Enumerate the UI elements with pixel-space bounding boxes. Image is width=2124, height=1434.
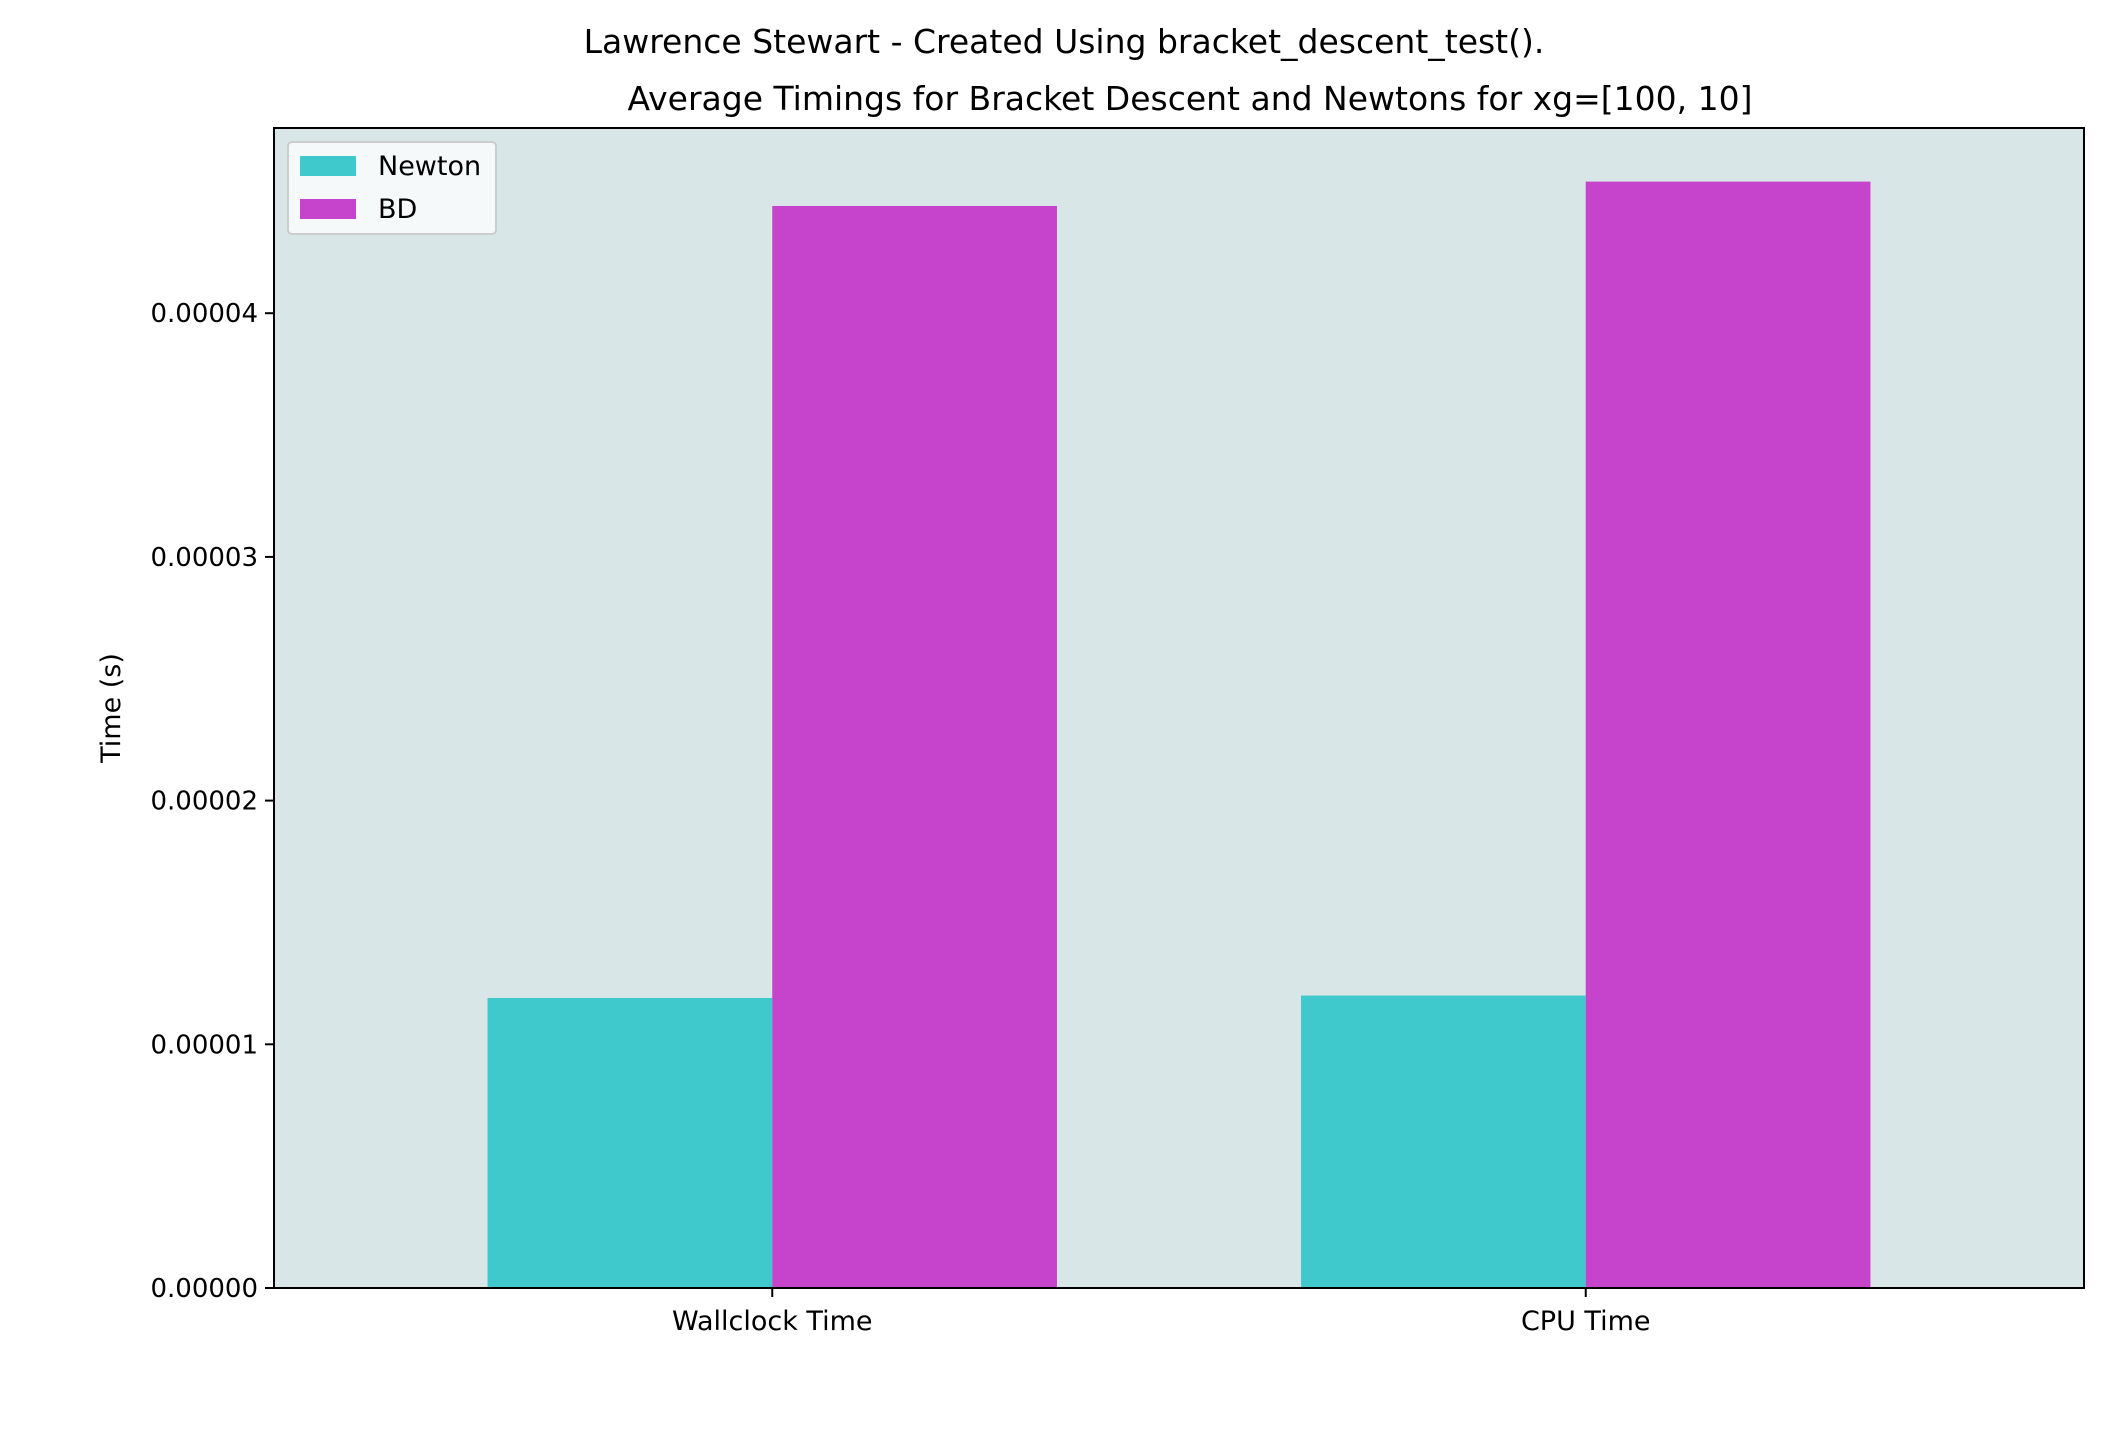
plot-frame <box>273 127 2085 1289</box>
y-tick-label: 0.00000 <box>150 1274 258 1304</box>
x-tick-label: Wallclock Time <box>672 1306 873 1337</box>
y-tick-label: 0.00001 <box>150 1030 258 1060</box>
chart-suptitle: Lawrence Stewart - Created Using bracket… <box>584 22 1545 61</box>
legend-label-bd: BD <box>378 194 417 225</box>
x-tick-label: CPU Time <box>1521 1306 1651 1337</box>
y-tick-label: 0.00003 <box>150 543 258 573</box>
y-axis: 0.00000 0.00001 0.00002 0.00003 0.00004 <box>150 299 274 1304</box>
bar-newton-2 <box>1301 995 1586 1288</box>
y-axis-label: Time (s) <box>96 653 127 764</box>
bar-newton-1 <box>487 998 773 1288</box>
chart-title: Average Timings for Bracket Descent and … <box>628 79 1753 118</box>
legend-swatch-newton <box>300 156 356 176</box>
bar-bd-2 <box>1585 181 1871 1289</box>
legend-swatch-bd <box>300 199 356 219</box>
y-tick-label: 0.00002 <box>150 787 258 817</box>
legend: Newton BD <box>287 141 497 235</box>
legend-label-newton: Newton <box>378 151 481 182</box>
y-tick-label: 0.00004 <box>150 299 258 329</box>
bars-group <box>487 181 1871 1289</box>
bar-bd-1 <box>772 205 1057 1289</box>
x-axis: Wallclock Time CPU Time <box>672 1288 1651 1337</box>
